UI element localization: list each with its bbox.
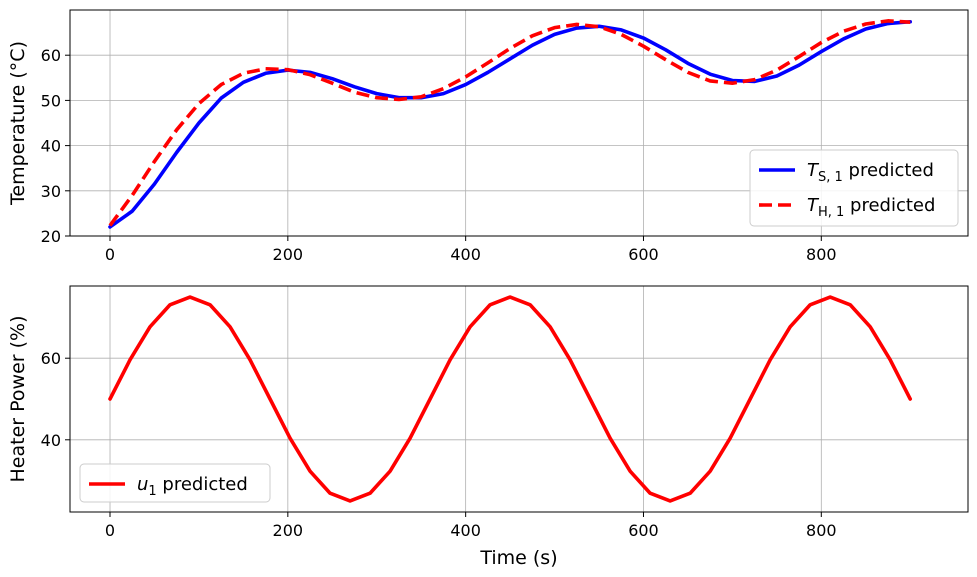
x-tick-label: 600 [628,245,659,264]
series-line-1 [108,19,913,229]
y-tick-label: 30 [41,182,61,201]
x-tick-label: 400 [450,245,481,264]
x-axis-label: Time (s) [479,547,557,569]
legend-entry: TS, 1 predicted [807,160,934,185]
x-tick-label: 0 [105,521,115,540]
x-tick-label: 0 [105,245,115,264]
x-tick-label: 200 [273,245,304,264]
x-tick-label: 400 [450,521,481,540]
x-tick-label: 600 [628,521,659,540]
legend-entry: u1 predicted [137,474,248,499]
y-tick-label: 60 [41,349,61,368]
axes-frame [69,285,969,513]
legend-entry: TH, 1 predicted [807,195,935,220]
temperature-panel: 0 200 400 600 800 20 30 40 50 60 Temperature (°C) T… [7,9,969,264]
legend-box [79,463,271,503]
legend: TS, 1 predicted TH, 1 predicted [749,149,959,227]
y-axis-label: Temperature (°C) [7,41,29,206]
x-tick-label: 800 [806,521,837,540]
x-tick-label: 200 [273,521,304,540]
y-tick-label: 40 [41,431,61,450]
heater-power-panel: 0 200 400 600 800 40 60 Heater Power (%) Time (s… [7,285,969,569]
y-tick-label: 50 [41,91,61,110]
series-line-1 [108,295,913,503]
axes-frame [69,9,969,237]
x-tick-label: 800 [806,245,837,264]
y-tick-label: 40 [41,137,61,156]
y-tick-label: 60 [41,46,61,65]
legend: u1 predicted [79,463,271,503]
y-axis-label: Heater Power (%) [7,316,29,483]
y-tick-label: 20 [41,227,61,246]
legend-box [749,149,959,227]
